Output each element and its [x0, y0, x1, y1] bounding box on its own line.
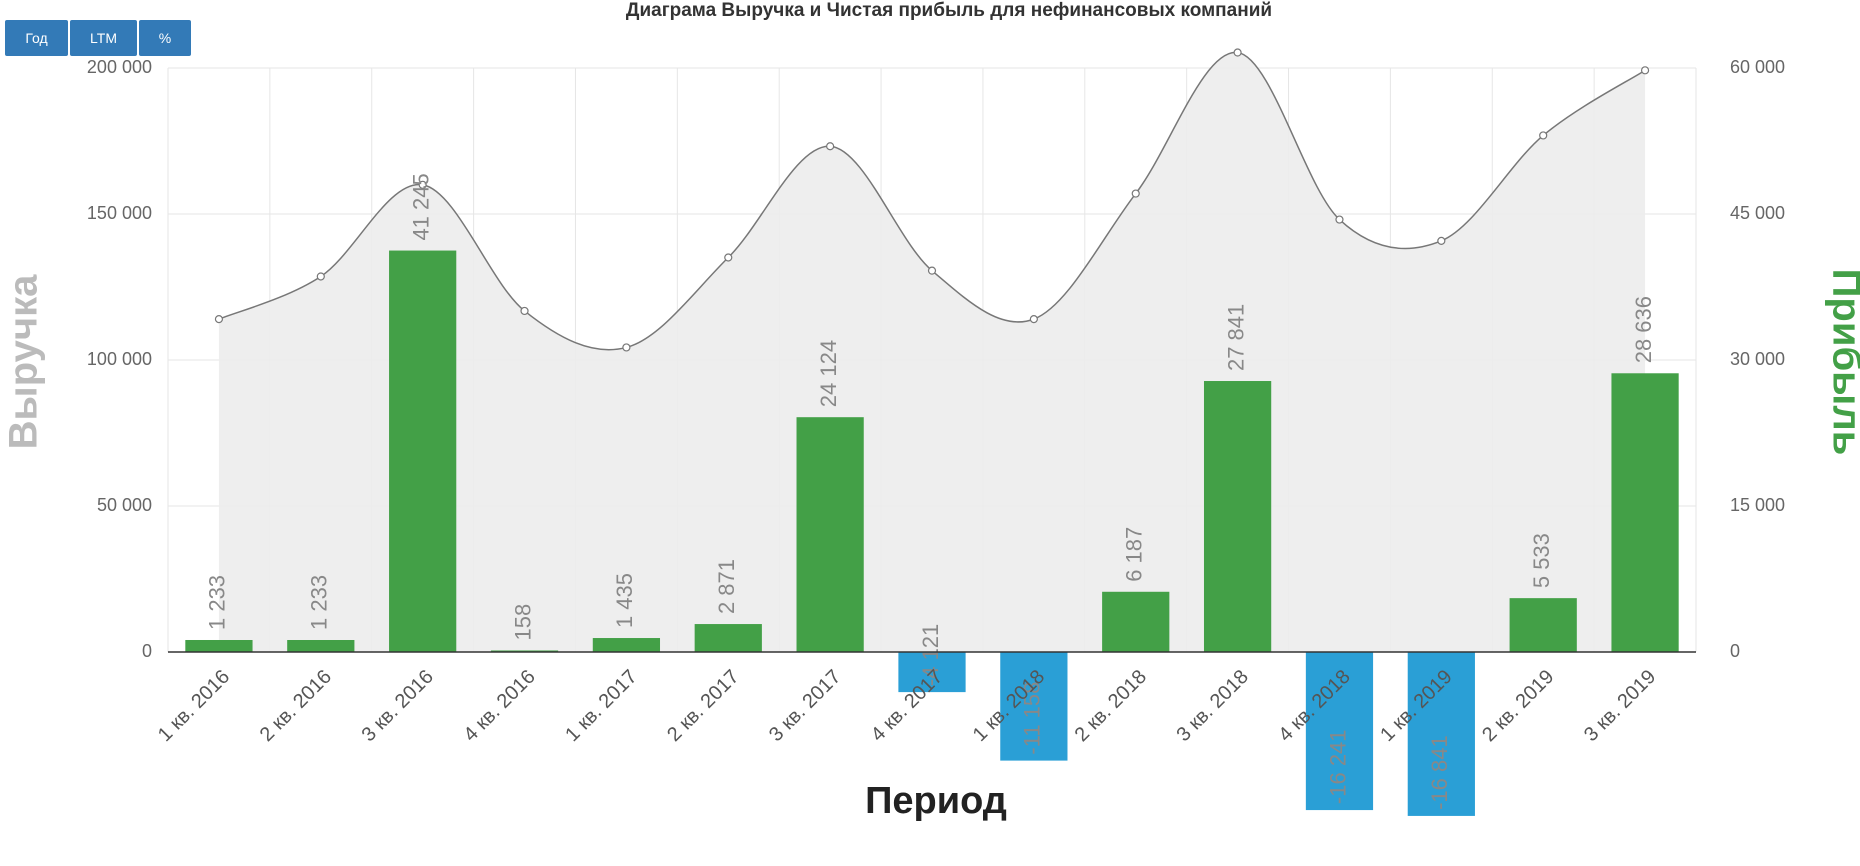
- y2-axis-title: Прибыль: [1824, 269, 1860, 456]
- data-label: 1 233: [205, 575, 230, 630]
- profit-bar: [490, 650, 559, 652]
- x-tick-label: 1 кв. 2017: [561, 666, 641, 746]
- data-label: -11 158: [1020, 682, 1045, 755]
- profit-bar: [1203, 381, 1272, 652]
- x-tick-label: 2 кв. 2018: [1071, 666, 1151, 746]
- data-label: 6 187: [1122, 527, 1147, 582]
- y-tick-label: 150 000: [87, 203, 152, 223]
- revenue-line: [218, 51, 1646, 351]
- x-tick-label: 2 кв. 2017: [663, 666, 743, 746]
- profit-bar: [1102, 591, 1170, 652]
- revenue-point: [1640, 66, 1650, 75]
- data-label: -4 121: [918, 624, 943, 686]
- revenue-point: [622, 343, 631, 352]
- profit-bar: [185, 639, 253, 652]
- profit-bar: [287, 639, 355, 652]
- profit-bar: [389, 250, 457, 653]
- revenue-point: [1029, 315, 1038, 324]
- y2-tick-label: 15 000: [1730, 495, 1785, 515]
- y2-tick-label: 30 000: [1730, 349, 1785, 369]
- year-button[interactable]: Год: [5, 20, 68, 56]
- revenue-area: [218, 52, 1646, 653]
- x-tick-label: 3 кв. 2016: [358, 666, 438, 746]
- y2-tick-label: 0: [1730, 641, 1740, 661]
- x-tick-label: 2 кв. 2016: [256, 666, 336, 746]
- revenue-point: [826, 142, 835, 151]
- revenue-point: [214, 315, 224, 324]
- button-bar: Год LTM %: [5, 20, 191, 56]
- profit-bar: [1305, 652, 1374, 811]
- profit-bar: [694, 624, 762, 652]
- profit-bar: [592, 638, 661, 652]
- percent-button[interactable]: %: [139, 20, 191, 56]
- x-tick-label: 3 кв. 2019: [1580, 666, 1660, 746]
- revenue-point: [1437, 236, 1446, 245]
- data-label: -16 241: [1325, 729, 1350, 804]
- y-tick-label: 0: [142, 641, 152, 661]
- x-tick-label: 1 кв. 2016: [154, 666, 234, 746]
- y-tick-label: 50 000: [97, 495, 152, 515]
- revenue-point: [520, 306, 529, 316]
- y2-tick-label: 60 000: [1730, 57, 1785, 77]
- data-label: 2 871: [714, 559, 739, 614]
- x-tick-label: 3 кв. 2017: [765, 666, 845, 746]
- revenue-point: [1131, 189, 1140, 198]
- revenue-point: [724, 253, 733, 262]
- ltm-button[interactable]: LTM: [70, 20, 137, 56]
- revenue-point: [927, 266, 937, 275]
- data-label: 158: [510, 604, 535, 641]
- revenue-point: [1539, 131, 1548, 140]
- data-label: -16 841: [1427, 735, 1452, 810]
- data-label: 1 435: [612, 573, 637, 628]
- data-label: 41 245: [408, 173, 433, 240]
- x-tick-label: 4 кв. 2016: [459, 666, 539, 746]
- revenue-point: [316, 272, 325, 281]
- chart-title: Диаграма Выручка и Чистая прибыль для не…: [626, 0, 1272, 21]
- profit-bar: [898, 652, 966, 693]
- y-tick-label: 100 000: [87, 349, 152, 369]
- profit-bar: [1611, 373, 1679, 652]
- x-tick-label: 2 кв. 2019: [1478, 666, 1558, 746]
- data-label: 5 533: [1529, 533, 1554, 588]
- y2-tick-label: 45 000: [1730, 203, 1785, 223]
- revenue-point: [1233, 48, 1242, 57]
- revenue-point: [418, 180, 427, 189]
- profit-bar: [1000, 652, 1068, 761]
- plot-background: [167, 52, 1697, 653]
- data-label: 1 233: [307, 575, 332, 630]
- x-axis-title: Период: [865, 780, 1007, 822]
- data-label: 28 636: [1631, 296, 1656, 363]
- revenue-point: [1335, 215, 1344, 224]
- profit-bar: [796, 417, 864, 652]
- profit-bar: [1509, 598, 1577, 652]
- x-tick-label: 3 кв. 2018: [1172, 666, 1252, 746]
- y-tick-label: 200 000: [87, 57, 152, 77]
- y-axis-title: Выручка: [2, 274, 46, 449]
- profit-bar: [1407, 652, 1475, 816]
- data-label: 24 124: [816, 340, 841, 407]
- data-label: 27 841: [1223, 304, 1248, 371]
